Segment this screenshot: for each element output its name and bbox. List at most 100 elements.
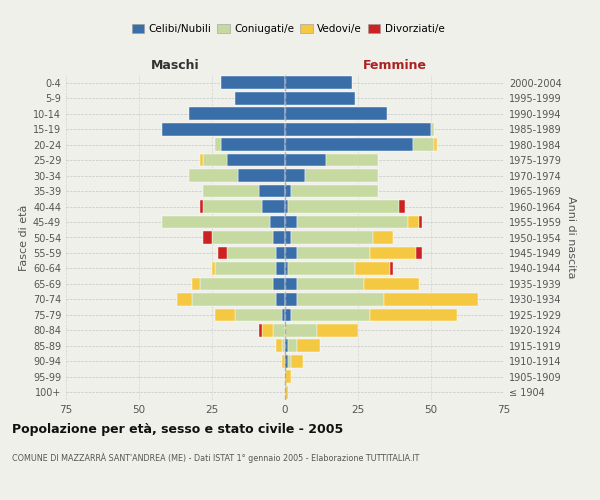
Bar <box>285 340 288 352</box>
Bar <box>288 262 355 275</box>
Bar <box>227 154 285 166</box>
Bar <box>276 262 285 275</box>
Bar <box>235 308 282 321</box>
Bar <box>200 200 203 213</box>
Bar <box>390 262 393 275</box>
Bar <box>326 154 379 166</box>
Bar <box>305 169 379 182</box>
Bar <box>291 308 370 321</box>
Bar <box>285 278 296 290</box>
Bar <box>285 293 296 306</box>
Bar <box>413 138 434 151</box>
Bar <box>282 340 285 352</box>
Bar <box>288 200 399 213</box>
Bar <box>285 231 291 244</box>
Bar <box>285 123 431 136</box>
Bar <box>276 340 282 352</box>
Bar <box>271 216 285 228</box>
Bar <box>285 108 387 120</box>
Bar <box>285 370 291 383</box>
Bar <box>221 138 285 151</box>
Text: Femmine: Femmine <box>362 59 427 72</box>
Bar <box>370 308 457 321</box>
Bar <box>296 216 407 228</box>
Bar <box>282 355 285 368</box>
Bar <box>370 246 416 260</box>
Bar <box>215 262 276 275</box>
Bar <box>399 200 405 213</box>
Bar <box>288 340 296 352</box>
Bar <box>373 231 393 244</box>
Bar <box>274 278 285 290</box>
Text: Maschi: Maschi <box>151 59 200 72</box>
Bar <box>285 355 288 368</box>
Bar <box>200 154 203 166</box>
Bar <box>285 246 296 260</box>
Bar <box>285 216 296 228</box>
Bar <box>285 200 288 213</box>
Bar <box>238 169 285 182</box>
Bar <box>431 123 434 136</box>
Bar <box>262 324 274 336</box>
Bar <box>212 231 274 244</box>
Bar <box>355 262 390 275</box>
Bar <box>285 262 288 275</box>
Bar <box>163 123 285 136</box>
Bar <box>419 216 422 228</box>
Bar <box>364 278 419 290</box>
Bar <box>291 231 373 244</box>
Bar <box>282 308 285 321</box>
Bar <box>285 169 305 182</box>
Bar <box>188 169 238 182</box>
Bar <box>416 246 422 260</box>
Bar <box>262 200 285 213</box>
Bar <box>285 184 291 198</box>
Bar <box>288 355 291 368</box>
Bar <box>285 154 326 166</box>
Bar <box>285 92 355 104</box>
Bar <box>163 216 271 228</box>
Legend: Celibi/Nubili, Coniugati/e, Vedovi/e, Divorziati/e: Celibi/Nubili, Coniugati/e, Vedovi/e, Di… <box>127 20 449 38</box>
Bar <box>434 138 437 151</box>
Bar <box>235 92 285 104</box>
Bar <box>221 76 285 89</box>
Bar <box>296 293 384 306</box>
Y-axis label: Fasce di età: Fasce di età <box>19 204 29 270</box>
Bar <box>285 386 288 398</box>
Bar <box>291 355 302 368</box>
Bar <box>407 216 419 228</box>
Bar <box>259 184 285 198</box>
Bar <box>203 200 262 213</box>
Bar <box>203 154 227 166</box>
Y-axis label: Anni di nascita: Anni di nascita <box>566 196 575 279</box>
Bar <box>274 324 285 336</box>
Bar <box>259 324 262 336</box>
Bar <box>291 184 379 198</box>
Bar <box>188 108 285 120</box>
Bar <box>276 293 285 306</box>
Bar <box>215 138 221 151</box>
Bar <box>191 278 200 290</box>
Bar <box>285 76 352 89</box>
Bar <box>212 262 215 275</box>
Bar <box>203 184 259 198</box>
Bar <box>200 278 274 290</box>
Bar <box>285 308 291 321</box>
Bar <box>276 246 285 260</box>
Bar <box>191 293 276 306</box>
Text: Popolazione per età, sesso e stato civile - 2005: Popolazione per età, sesso e stato civil… <box>12 422 343 436</box>
Bar <box>384 293 478 306</box>
Bar <box>218 246 227 260</box>
Bar <box>177 293 191 306</box>
Bar <box>285 324 317 336</box>
Bar <box>296 246 370 260</box>
Bar <box>296 340 320 352</box>
Bar <box>296 278 364 290</box>
Bar <box>317 324 358 336</box>
Text: COMUNE DI MAZZARRÀ SANT'ANDREA (ME) - Dati ISTAT 1° gennaio 2005 - Elaborazione : COMUNE DI MAZZARRÀ SANT'ANDREA (ME) - Da… <box>12 452 419 463</box>
Bar <box>285 138 413 151</box>
Bar <box>274 231 285 244</box>
Bar <box>203 231 212 244</box>
Bar <box>215 308 235 321</box>
Bar <box>227 246 276 260</box>
